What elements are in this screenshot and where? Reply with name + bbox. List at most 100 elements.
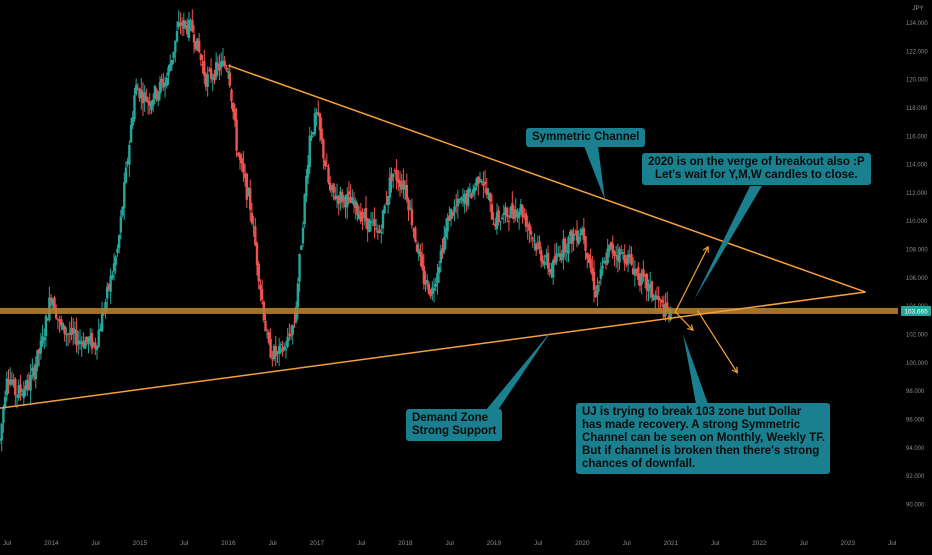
candle-body [565, 250, 568, 252]
candle-body [376, 231, 380, 233]
candle-body [361, 217, 364, 219]
candle-body [182, 20, 186, 29]
price-axis-bg [898, 0, 932, 550]
candle-body [216, 63, 220, 66]
candle-body [373, 219, 376, 227]
candle-body [628, 255, 631, 258]
candle-body [220, 61, 223, 68]
candle-body [393, 170, 397, 172]
candle-body [485, 188, 488, 196]
candle-body [39, 340, 43, 354]
candle-body [351, 197, 354, 204]
trendlines-group [0, 64, 900, 410]
support-band [0, 307, 900, 314]
candle-body [340, 191, 344, 203]
candle-body [383, 205, 386, 214]
candle-body [536, 245, 540, 248]
candle-body [560, 253, 563, 261]
candle-body [10, 380, 14, 383]
candle-body [344, 197, 347, 208]
candle-body [141, 92, 145, 104]
candle-body [240, 157, 243, 164]
candle-body [546, 253, 550, 269]
candle-body [475, 178, 478, 186]
candle-body [579, 233, 582, 236]
candle-body [106, 286, 109, 299]
y-tick-label: 106.000 [906, 276, 928, 282]
candle-body [209, 68, 213, 79]
candle-body [170, 59, 174, 66]
candle-body [153, 85, 157, 100]
candle-body [160, 78, 163, 83]
candle-body [630, 253, 633, 265]
candle-body [562, 239, 565, 258]
candle-body [526, 226, 529, 228]
candle-body [448, 215, 451, 221]
candle-body [27, 381, 31, 389]
candle-body [259, 284, 262, 290]
candle-body [335, 195, 339, 198]
candle-body [419, 251, 422, 257]
candle-body [14, 379, 17, 396]
callout-pointer [584, 146, 605, 200]
candle-body [541, 260, 545, 264]
price-tag-label: 103.665 [904, 308, 928, 315]
candle-body [437, 267, 441, 274]
candle-body [277, 346, 281, 354]
candle-body [260, 289, 264, 300]
candle-body [174, 40, 177, 53]
symbol-label: JPY [912, 6, 923, 12]
callout-symmetric-channel[interactable]: Symmetric Channel [526, 128, 646, 147]
candle-body [95, 346, 99, 351]
candle-body [548, 269, 551, 273]
candle-body [625, 259, 628, 265]
candle-body [489, 192, 492, 202]
candle-body [342, 196, 346, 200]
candle-body [177, 21, 180, 27]
callout-uj-analysis[interactable]: UJ is trying to break 103 zone but Dolla… [576, 403, 830, 474]
x-tick-label: Jul [180, 540, 189, 547]
candle-body [0, 423, 3, 441]
callout-breakout[interactable]: 2020 is on the verge of breakout also :P… [642, 153, 871, 185]
candle-body [44, 315, 48, 337]
candle-body [327, 167, 330, 183]
candle-body [356, 204, 359, 215]
candle-body [60, 319, 63, 326]
candle-body [213, 73, 216, 81]
candle-body [199, 54, 203, 61]
callout-demand-zone[interactable]: Demand Zone Strong Support [406, 409, 503, 441]
candle-body [611, 243, 614, 254]
candle-body [339, 191, 342, 201]
candle-body [296, 283, 300, 308]
candle-body [320, 128, 323, 140]
candle-body [427, 283, 431, 294]
candle-body [250, 213, 254, 224]
candle-body [363, 212, 366, 218]
x-tick-label: Jul [711, 540, 720, 547]
candle-body [129, 124, 133, 143]
candle-body [36, 349, 39, 367]
candle-body [255, 243, 259, 266]
candle-body [146, 100, 150, 103]
candle-body [509, 207, 512, 219]
candle-body [179, 23, 182, 26]
candle-body [267, 332, 271, 343]
candle-body [550, 268, 553, 275]
candle-body [465, 193, 468, 205]
candle-body [272, 346, 276, 360]
candle-body [553, 256, 557, 264]
candle-body [194, 41, 197, 49]
candle-body [197, 40, 201, 53]
candle-body [313, 113, 317, 135]
candle-body [134, 84, 138, 95]
candle-body [116, 248, 119, 253]
candle-body [189, 21, 192, 23]
lower-trendline [0, 291, 866, 409]
candle-body [497, 210, 500, 222]
candle-body [412, 229, 415, 232]
candle-body [346, 194, 349, 208]
x-tick-label: 2019 [487, 540, 502, 547]
candle-body [325, 165, 329, 167]
candle-body [17, 385, 20, 398]
